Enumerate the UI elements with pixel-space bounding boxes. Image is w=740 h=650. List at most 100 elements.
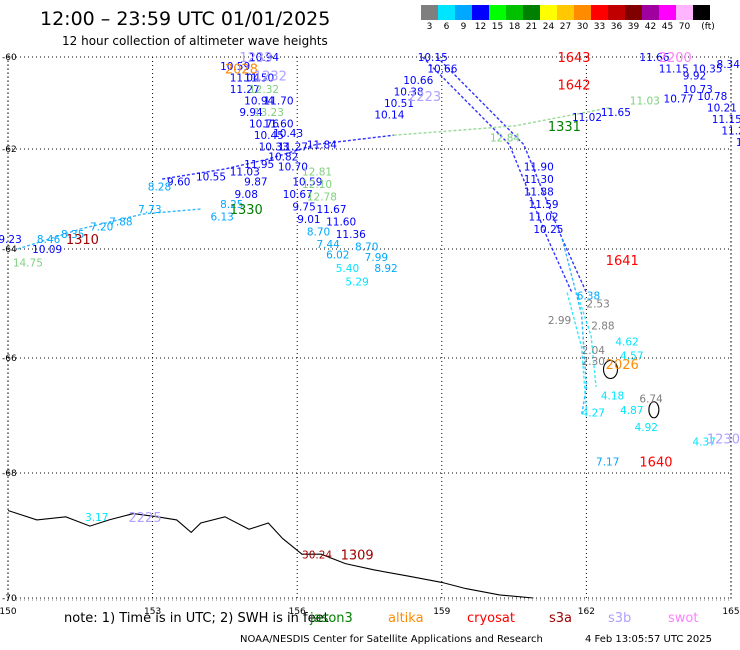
wave-height-label: 4.62 [615, 337, 638, 349]
wave-height-label: 8.35 [61, 229, 84, 241]
legend-label: 42 [644, 22, 657, 32]
wave-height-label: 13.23 [254, 107, 284, 119]
wave-height-label: 9.23 [0, 234, 22, 246]
wave-height-label: 30.24 [302, 549, 332, 561]
legend-label: 3 [426, 22, 433, 32]
wave-height-label: 11.15 [712, 114, 740, 126]
legend-swatch [642, 5, 659, 20]
wave-height-label: 10.21 [707, 103, 737, 115]
wave-height-label: 11.60 [326, 217, 356, 229]
legend-label: 9 [460, 22, 467, 32]
wave-height-label: 11.88 [524, 187, 554, 199]
wave-height-label: 8.34 [717, 59, 740, 71]
wave-height-label: 10.33 [259, 142, 289, 154]
axis-tick-labels: 150 153 156 159 162 165 -60 -62 -64 -66 -68 -70 [0, 53, 740, 617]
wave-height-label: 2.88 [591, 320, 614, 332]
wave-height-label: 11.90 [524, 162, 554, 174]
pass-time-label: 1640 [639, 456, 672, 471]
satellite-track [436, 56, 588, 293]
wave-height-label: 6.13 [210, 212, 233, 224]
wave-height-label: 7.44 [316, 239, 340, 251]
legend-label: 70 [678, 22, 691, 32]
legend-swatch [574, 5, 591, 20]
wave-height-label: 10.43 [273, 128, 303, 140]
lon-tick-label: 153 [144, 607, 161, 617]
wave-height-label: 10.52 [736, 137, 740, 149]
wave-height-label: 14.75 [13, 258, 43, 270]
wave-height-label: 4.27 [582, 408, 605, 420]
island-outline [648, 401, 660, 419]
wave-height-label: 9.94 [239, 107, 263, 119]
wave-height-label: 2.30 [582, 356, 605, 368]
lat-tick-label: -68 [2, 469, 17, 479]
wave-height-label: 11.02 [529, 212, 559, 224]
wave-height-label: 10.35 [692, 64, 722, 76]
legend-label: 39 [627, 22, 640, 32]
wave-height-label: 5.29 [345, 277, 368, 289]
note-text: note: 1) Time is in UTC; 2) SWH is in fe… [64, 611, 329, 626]
wave-height-label: 11.03 [630, 96, 660, 108]
wave-height-label: 11.84 [307, 139, 337, 151]
wave-height-label: 4.87 [620, 405, 643, 417]
island-outline [602, 359, 619, 380]
wave-height-label: 9.87 [244, 177, 267, 189]
wave-height-label: 11.59 [529, 199, 559, 211]
wave-height-label: 10.14 [374, 110, 404, 122]
legend-label: 27 [559, 22, 572, 32]
legend-swatch [659, 5, 676, 20]
wave-height-label: 12.10 [302, 179, 332, 191]
lat-tick-label: -62 [2, 145, 17, 155]
wave-height-label: 12.78 [307, 192, 337, 204]
wave-height-label: 9.75 [292, 202, 315, 214]
wave-height-label: 10.94 [249, 52, 279, 64]
legend-swatch [591, 5, 608, 20]
wave-height-label: 10.15 [418, 52, 448, 64]
wave-height-label: 11.30 [524, 174, 554, 186]
pass-time-label: 1230 [707, 433, 740, 448]
wave-height-label: 6.02 [326, 249, 349, 261]
satellite-legend-item: swot [668, 611, 699, 626]
satellite-legend-item: s3a [549, 611, 573, 626]
wave-height-label: 11.02 [572, 112, 602, 124]
wave-height-label: 10.70 [278, 162, 308, 174]
legend-label: 21 [525, 22, 538, 32]
wave-height-label: 8.46 [37, 234, 61, 246]
wave-height-label: 7.20 [90, 222, 113, 234]
satellite-legend-item: altika [388, 611, 424, 626]
lat-tick-label: -64 [2, 245, 17, 255]
lon-tick-label: 156 [289, 607, 306, 617]
lat-lon-grid [7, 56, 732, 601]
wave-height-label: 11.66 [639, 52, 669, 64]
legend-swatch [676, 5, 693, 20]
wave-height-label: 10.76 [249, 119, 279, 131]
pass-time-label: 2028 [225, 63, 258, 78]
pass-time-label: 1331 [548, 120, 581, 135]
legend-swatch [557, 5, 574, 20]
satellite-track [422, 56, 573, 293]
wave-height-label: 10.51 [384, 98, 414, 110]
wave-height-label: 3.17 [85, 512, 108, 524]
wave-height-label: 9.01 [297, 214, 320, 226]
pass-time-label: 2200 [659, 51, 692, 66]
lat-tick-label: -60 [2, 53, 17, 63]
wave-height-label: 10.45 [254, 130, 284, 142]
wave-height-label: 10.66 [427, 64, 457, 76]
wave-height-label: 10.66 [403, 75, 433, 87]
legend-swatch [489, 5, 506, 20]
antarctic-coastline [7, 359, 660, 599]
wave-height-label: 11.04 [230, 73, 260, 85]
wave-height-label: 8.92 [374, 263, 397, 275]
lon-tick-label: 150 [0, 607, 17, 617]
pass-time-label: 1330 [230, 203, 263, 218]
wave-height-label: 2.53 [586, 299, 609, 311]
pass-time-label: 2223 [408, 90, 441, 105]
wave-height-label: 4.57 [620, 350, 643, 362]
generated-timestamp: 4 Feb 13:05:57 UTC 2025 [585, 634, 712, 645]
wave-height-label: 8.28 [148, 182, 171, 194]
wave-height-label: 11.65 [601, 107, 631, 119]
wave-height-label: 8.70 [355, 242, 378, 254]
wave-height-label: 10.55 [196, 172, 226, 184]
satellite-track [17, 208, 201, 250]
